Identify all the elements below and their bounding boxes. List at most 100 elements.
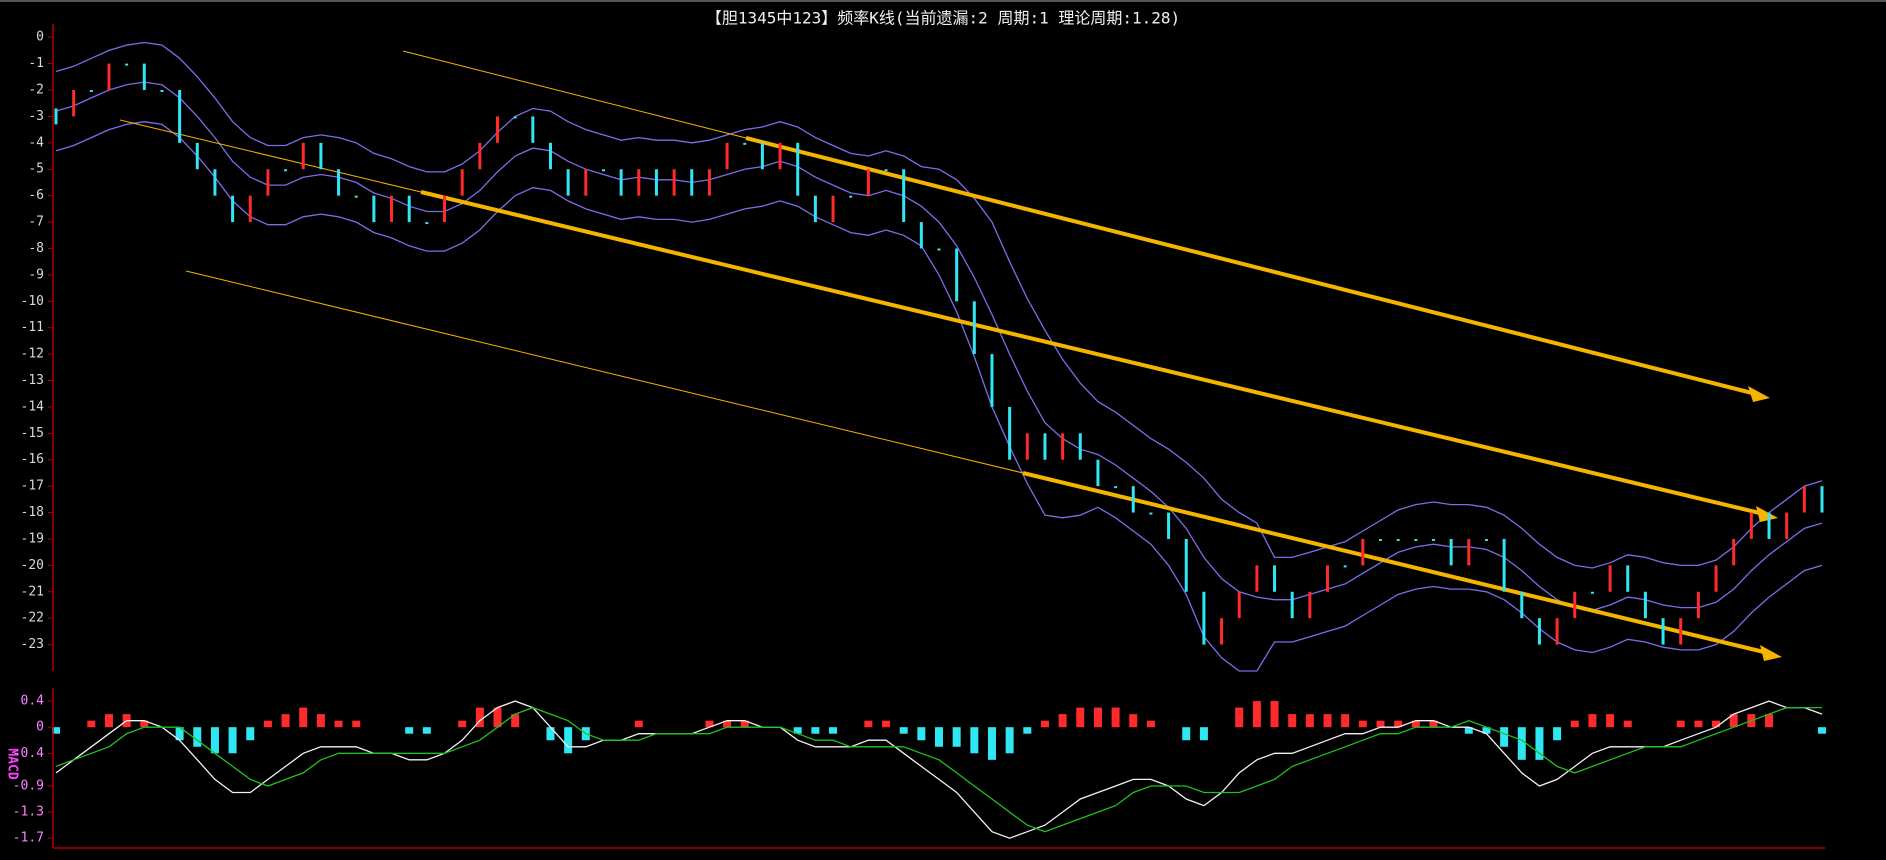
histogram-bar [281, 714, 290, 728]
histogram-bar [246, 727, 255, 741]
y-tick-label: -10 [21, 294, 44, 309]
histogram-bar [352, 720, 361, 728]
histogram-bar [1023, 727, 1032, 734]
bar [72, 90, 76, 117]
histogram-bar [1199, 727, 1208, 741]
bar [831, 195, 835, 223]
histogram-bar [740, 720, 749, 728]
bar [443, 195, 447, 223]
trend-line [745, 136, 1757, 396]
y-tick-label: -1 [28, 56, 44, 71]
y-tick-label: -12 [21, 347, 44, 362]
histogram-bar [1111, 707, 1120, 728]
bar [213, 169, 217, 196]
bar [54, 108, 58, 125]
bar [778, 142, 782, 170]
bar [1308, 591, 1312, 619]
histogram-bar [1553, 727, 1562, 741]
y-tick-label: -14 [21, 399, 45, 414]
bar [1149, 512, 1153, 515]
histogram-bar [970, 727, 979, 754]
histogram-bar [1570, 720, 1579, 728]
histogram-bar [1235, 707, 1244, 728]
y-tick-label: -13 [21, 373, 44, 388]
bar [654, 169, 658, 196]
histogram-bar [228, 727, 237, 754]
y-tick-label: -0.4 [13, 746, 44, 761]
histogram-bar [935, 727, 943, 747]
bar [584, 169, 588, 196]
histogram-bar [987, 727, 996, 760]
histogram-bar [634, 720, 643, 728]
histogram-bar [1500, 727, 1509, 747]
bar [566, 169, 570, 196]
bar [919, 222, 923, 249]
bar [1449, 538, 1453, 566]
bar [178, 90, 182, 143]
line-series [55, 81, 1823, 611]
bar [1484, 538, 1488, 541]
bar [248, 195, 252, 223]
trend-line [185, 270, 1024, 474]
arrow-head [1748, 386, 1770, 402]
bar [1237, 591, 1241, 619]
histogram-bar [882, 720, 891, 728]
histogram-bar [104, 714, 113, 728]
histogram-bar [952, 727, 961, 747]
histogram-bar [1394, 720, 1403, 728]
histogram-bar [1729, 714, 1738, 728]
y-tick-label: -15 [21, 426, 44, 441]
histogram-bar [917, 727, 926, 741]
bar [743, 142, 747, 145]
bar [1078, 433, 1082, 460]
bar [425, 222, 429, 225]
histogram-bar [705, 720, 714, 728]
y-tick-label: -16 [21, 452, 44, 467]
histogram-bar [1182, 727, 1191, 741]
line-series [55, 121, 1823, 672]
histogram-bar [1341, 714, 1350, 728]
bar [1590, 591, 1594, 594]
bar [849, 195, 853, 198]
histogram-bar [1270, 701, 1279, 728]
bar [1290, 591, 1294, 619]
bar [496, 116, 499, 143]
bar [266, 169, 270, 196]
bar [548, 142, 552, 170]
bar [1043, 433, 1047, 460]
arrow-head [1756, 506, 1778, 522]
line-series [55, 700, 1823, 839]
histogram-bar [1623, 720, 1632, 728]
bar [1096, 459, 1100, 487]
bar [866, 169, 870, 196]
bar [390, 195, 394, 223]
histogram-bar [334, 720, 343, 728]
histogram-bar [1305, 714, 1314, 728]
bar [902, 169, 906, 223]
bar [513, 116, 517, 119]
bar [1202, 591, 1206, 645]
bar [284, 169, 288, 172]
bar [1520, 591, 1524, 619]
histogram-bar [864, 720, 873, 728]
trend-line [402, 50, 747, 139]
y-tick-label: 0.4 [21, 694, 45, 709]
y-tick-label: -9 [28, 267, 44, 282]
bar [319, 142, 323, 170]
histogram-bar [193, 727, 202, 747]
bar [301, 142, 305, 170]
histogram-bar [1464, 727, 1473, 734]
histogram-bar [723, 720, 732, 728]
histogram-bar [1093, 707, 1102, 728]
histogram-bar [316, 714, 325, 728]
bar [1379, 538, 1382, 541]
bar [884, 169, 888, 172]
bar [937, 248, 941, 251]
histogram-bar [1358, 720, 1367, 728]
histogram-bar [899, 727, 908, 734]
bar [1802, 486, 1806, 513]
histogram-bar [405, 727, 414, 734]
bar [990, 354, 994, 407]
